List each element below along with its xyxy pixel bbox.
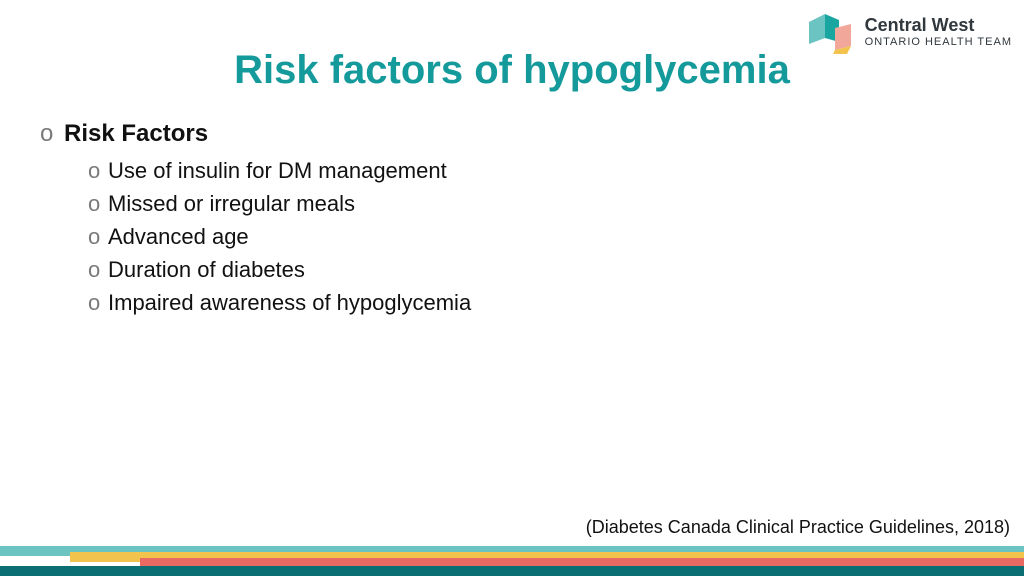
list-item-text: Missed or irregular meals — [108, 191, 355, 216]
stripe — [0, 566, 1024, 576]
list-item-text: Advanced age — [108, 224, 249, 249]
bullet-icon: o — [88, 187, 108, 220]
list-item: oMissed or irregular meals — [88, 187, 471, 220]
list-item-text: Impaired awareness of hypoglycemia — [108, 290, 471, 315]
list-item: oAdvanced age — [88, 220, 471, 253]
list-item: oDuration of diabetes — [88, 253, 471, 286]
section-heading: oRisk Factors — [40, 120, 471, 148]
list-item-text: Duration of diabetes — [108, 257, 305, 282]
bullet-icon: o — [88, 286, 108, 319]
list-item: oUse of insulin for DM management — [88, 154, 471, 187]
logo-subtitle: ONTARIO HEALTH TEAM — [865, 36, 1012, 48]
list-item: oImpaired awareness of hypoglycemia — [88, 286, 471, 319]
bullet-icon: o — [88, 154, 108, 187]
content-block: oRisk Factors oUse of insulin for DM man… — [40, 120, 471, 319]
bullet-icon: o — [40, 120, 64, 148]
bullet-icon: o — [88, 253, 108, 286]
logo-title: Central West — [865, 16, 1012, 36]
footer-stripes — [0, 546, 1024, 576]
heading-text: Risk Factors — [64, 120, 208, 147]
slide-title: Risk factors of hypoglycemia — [0, 48, 1024, 93]
list-item-text: Use of insulin for DM management — [108, 158, 447, 183]
bullet-icon: o — [88, 220, 108, 253]
citation-text: (Diabetes Canada Clinical Practice Guide… — [586, 517, 1010, 538]
